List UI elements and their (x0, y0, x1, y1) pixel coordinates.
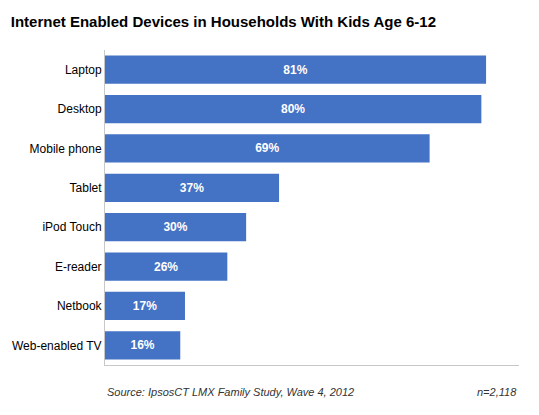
svg-text:69%: 69% (255, 141, 279, 155)
svg-text:iPod Touch: iPod Touch (42, 220, 101, 234)
svg-text:Netbook: Netbook (57, 299, 103, 313)
svg-text:16%: 16% (130, 338, 154, 352)
svg-text:30%: 30% (163, 220, 187, 234)
svg-text:Internet Enabled Devices in Ho: Internet Enabled Devices in Households W… (11, 13, 436, 30)
svg-text:Mobile phone: Mobile phone (30, 142, 102, 156)
svg-text:Laptop: Laptop (65, 63, 102, 77)
svg-text:n=2,118: n=2,118 (477, 386, 517, 398)
svg-text:E-reader: E-reader (55, 260, 102, 274)
svg-text:26%: 26% (154, 260, 178, 274)
svg-text:Tablet: Tablet (70, 181, 103, 195)
svg-text:37%: 37% (180, 181, 204, 195)
svg-text:Desktop: Desktop (58, 102, 102, 116)
svg-text:80%: 80% (281, 102, 305, 116)
svg-text:17%: 17% (133, 299, 157, 313)
svg-text:Source: IpsosCT LMX Family Stu: Source: IpsosCT LMX Family Study, Wave 4… (107, 386, 354, 398)
svg-text:Web-enabled TV: Web-enabled TV (12, 339, 102, 353)
svg-text:81%: 81% (283, 63, 307, 77)
